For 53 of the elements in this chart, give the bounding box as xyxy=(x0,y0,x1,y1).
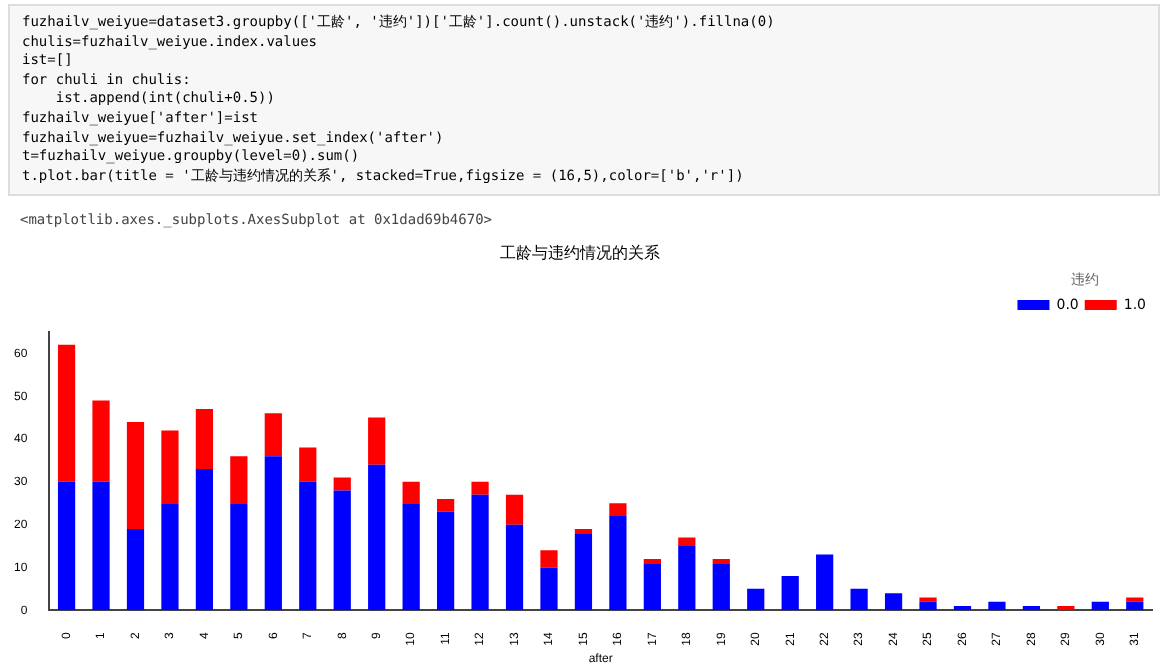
bar xyxy=(126,421,145,529)
bar xyxy=(195,409,214,469)
bar xyxy=(402,481,420,504)
bar xyxy=(333,490,351,611)
bar xyxy=(437,511,455,611)
bar xyxy=(850,588,868,611)
bar xyxy=(161,503,179,611)
bar xyxy=(471,481,489,495)
bar xyxy=(678,546,696,611)
bar xyxy=(953,605,972,611)
bar xyxy=(57,481,76,611)
bar xyxy=(264,413,282,457)
bar xyxy=(333,477,351,491)
bar xyxy=(712,563,730,611)
bar xyxy=(161,430,179,504)
bar xyxy=(643,558,661,564)
chart-title: 工龄与违约情况的关系 xyxy=(500,243,660,262)
bar xyxy=(1057,605,1075,611)
bar xyxy=(505,524,524,611)
bar xyxy=(540,567,558,611)
bar xyxy=(195,468,214,611)
bar xyxy=(57,344,76,482)
bar xyxy=(643,563,661,611)
bar xyxy=(230,456,248,504)
bar xyxy=(712,558,730,564)
bar xyxy=(402,503,420,611)
bar xyxy=(609,516,627,611)
bar xyxy=(1022,605,1041,611)
bar xyxy=(299,447,317,482)
bar xyxy=(781,576,799,611)
bar xyxy=(884,593,903,611)
bar xyxy=(574,533,593,611)
bar xyxy=(126,528,145,611)
bar xyxy=(92,400,110,482)
bar xyxy=(368,464,386,611)
bar xyxy=(540,550,558,568)
bar xyxy=(678,537,696,547)
bar xyxy=(437,498,455,512)
bar xyxy=(264,456,282,611)
bar xyxy=(988,601,1006,611)
bar xyxy=(919,601,937,611)
bar xyxy=(747,588,765,611)
bar xyxy=(1126,601,1144,611)
bar xyxy=(368,417,386,465)
bar xyxy=(230,503,248,611)
bar xyxy=(816,554,834,611)
bar xyxy=(609,503,627,517)
bar xyxy=(505,494,524,525)
bar xyxy=(92,481,110,611)
bar xyxy=(471,494,489,611)
bar xyxy=(1091,601,1109,611)
bar xyxy=(574,528,593,534)
bar xyxy=(299,481,317,611)
